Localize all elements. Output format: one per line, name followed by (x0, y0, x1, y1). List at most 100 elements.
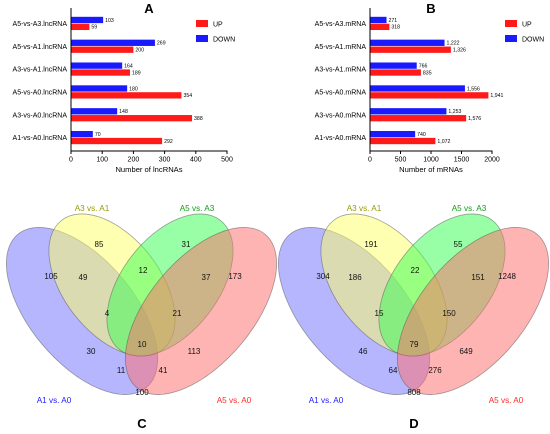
bar-up (370, 115, 467, 122)
venn-region-count: 31 (182, 240, 191, 249)
venn-region-count: 41 (159, 366, 168, 375)
bar-up (370, 69, 421, 76)
bar-down-value-label: 164 (124, 63, 133, 69)
venn-region-count: 11 (117, 366, 126, 375)
category-label: A5-vs-A3.mRNA (315, 21, 367, 28)
legend-label-down: DOWN (213, 37, 235, 44)
bar-up (71, 92, 182, 99)
venn-region-count: 191 (364, 240, 378, 249)
venn-region-count: 46 (359, 347, 368, 356)
venn-region-count: 22 (411, 266, 420, 275)
legend-swatch-down (505, 35, 517, 42)
bar-up (71, 69, 130, 76)
venn-region-count: 100 (135, 388, 149, 397)
bar-up-value-label: 835 (423, 70, 432, 76)
bar-down-value-label: 766 (419, 63, 428, 69)
bar-down-value-label: 1,253 (448, 109, 461, 115)
venn-region-count: 808 (407, 388, 421, 397)
venn-diagram-d: A1 vs. A0 A3 vs. A1 A5 vs. A3 A5 vs. A0 304 1… (277, 204, 550, 431)
venn-region-count: 276 (428, 366, 442, 375)
venn-region-count: 15 (375, 309, 384, 318)
venn-set-label: A3 vs. A1 (75, 204, 110, 213)
venn-set-label: A1 vs. A0 (37, 396, 72, 405)
bar-up-value-label: 318 (391, 25, 400, 31)
venn-region-count: 4 (105, 309, 110, 318)
venn-region-count: 37 (202, 273, 211, 282)
bar-down (370, 62, 417, 69)
bar-down-value-label: 103 (105, 18, 114, 24)
venn-set-label: A3 vs. A1 (347, 204, 382, 213)
venn-region-count: 1248 (498, 272, 516, 281)
bar-down-value-label: 271 (389, 18, 398, 24)
bar-up-value-label: 1,576 (468, 116, 481, 122)
bar-down (71, 130, 93, 138)
x-tick-label: 400 (190, 157, 202, 164)
bar-up (370, 46, 451, 53)
bar-down (71, 108, 118, 115)
bar-up (370, 23, 390, 31)
venn-region-count: 55 (454, 240, 463, 249)
panel-letter: B (426, 1, 435, 16)
venn-region-count: 304 (316, 272, 330, 281)
bar-down (370, 108, 447, 115)
x-tick-label: 500 (221, 157, 233, 164)
bar-down-value-label: 148 (119, 109, 128, 115)
x-tick-label: 100 (96, 157, 108, 164)
bar-down-value-label: 1,556 (467, 86, 480, 92)
venn-region-count: 85 (95, 240, 104, 249)
bar-up-value-label: 354 (183, 93, 192, 99)
bar-down-value-label: 70 (95, 132, 101, 138)
category-label: A3-vs-A1.mRNA (315, 67, 367, 74)
bar-down (71, 39, 155, 46)
bar-down-value-label: 269 (157, 41, 166, 47)
category-label: A5-vs-A1.mRNA (315, 44, 367, 51)
legend-swatch-up (505, 20, 517, 27)
category-label: A5-vs-A3.lncRNA (13, 21, 68, 28)
bar-down-value-label: 180 (129, 86, 138, 92)
bar-up-value-label: 59 (91, 25, 97, 31)
bar-up-value-label: 189 (132, 70, 141, 76)
venn-region-count: 21 (173, 309, 182, 318)
x-tick-label: 2000 (484, 157, 500, 164)
x-tick-label: 500 (395, 157, 407, 164)
bar-up (71, 46, 134, 53)
venn-region-count: 150 (442, 309, 456, 318)
venn-region-count: 49 (79, 273, 88, 282)
bar-down (370, 130, 416, 138)
x-tick-label: 1500 (454, 157, 470, 164)
bar-down (370, 85, 465, 92)
bar-down (71, 85, 128, 92)
venn-set-ellipse (124, 227, 278, 395)
bar-up (71, 137, 163, 145)
bar-chart-a: A A5-vs-A3.lncRNA 103 59 A5-vs-A1.lncRNA 269 2… (13, 1, 236, 174)
category-label: A3-vs-A0.lncRNA (13, 112, 68, 119)
venn-set-label: A5 vs. A0 (217, 396, 252, 405)
x-tick-label: 0 (368, 157, 372, 164)
x-axis-label: Number of lncRNAs (115, 165, 182, 174)
bar-up-value-label: 200 (135, 48, 144, 54)
bar-chart-b: BA5-vs-A3.mRNA271318A5-vs-A1.mRNA1,2221,… (315, 1, 545, 174)
legend-label-down: DOWN (522, 37, 544, 44)
bar-up-value-label: 292 (164, 139, 173, 145)
venn-diagram-c: A1 vs. A0 A3 vs. A1 A5 vs. A3 A5 vs. A0 105 8… (5, 204, 278, 431)
venn-set-label: A5 vs. A3 (452, 204, 487, 213)
bar-up-value-label: 1,941 (490, 93, 503, 99)
legend-swatch-up (196, 20, 208, 27)
bar-up (370, 92, 489, 99)
venn-region-count: 12 (139, 266, 148, 275)
category-label: A5-vs-A1.lncRNA (13, 44, 68, 51)
bar-down (71, 16, 104, 24)
venn-set-label: A5 vs. A3 (180, 204, 215, 213)
category-label: A1-vs-A0.lncRNA (13, 135, 68, 142)
bar-up-value-label: 1,072 (437, 139, 450, 145)
bar-down (370, 16, 387, 24)
legend-label-up: UP (213, 22, 223, 29)
venn-region-count: 173 (228, 272, 242, 281)
category-label: A3-vs-A0.mRNA (315, 112, 367, 119)
x-tick-label: 0 (69, 157, 73, 164)
bar-up-value-label: 388 (194, 116, 203, 122)
category-label: A3-vs-A1.lncRNA (13, 67, 68, 74)
x-tick-label: 1000 (423, 157, 439, 164)
x-tick-label: 300 (159, 157, 171, 164)
venn-region-count: 105 (44, 272, 58, 281)
